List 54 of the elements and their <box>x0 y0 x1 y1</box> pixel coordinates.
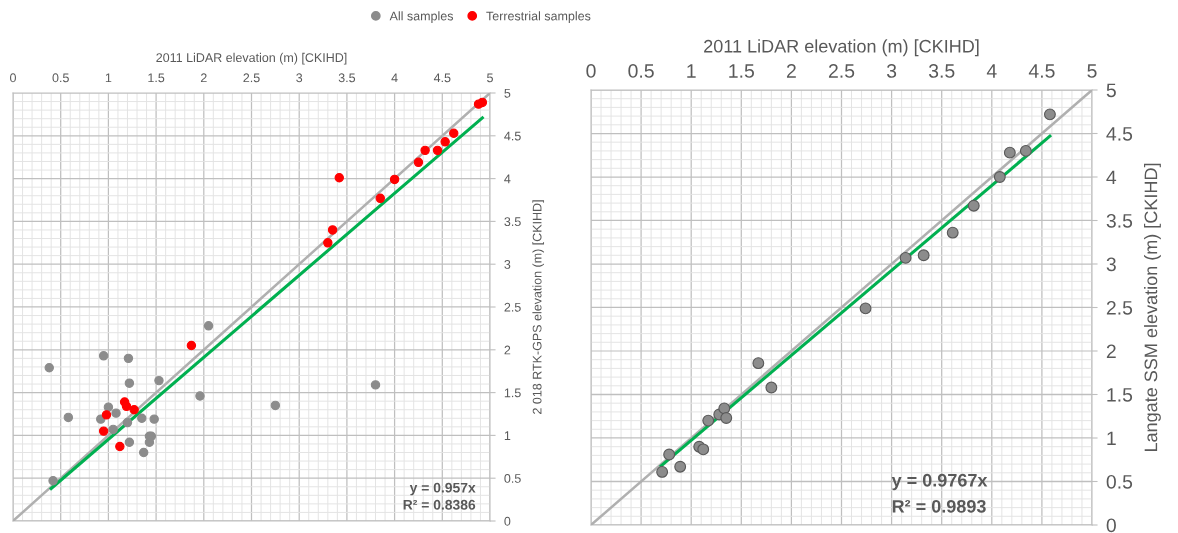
x-tick-label: 5 <box>1087 64 1097 78</box>
y-tick-label: 5 <box>504 88 511 98</box>
x-tick-label: 1 <box>105 73 112 83</box>
y-tick-label: 3.5 <box>504 217 521 227</box>
x-tick-label: 3.5 <box>928 64 955 78</box>
x-tick-label: 4 <box>986 64 997 78</box>
y-tick-label: 1 <box>504 431 511 440</box>
y-tick-label: 0.5 <box>1106 474 1133 489</box>
y-tick-label: 2 <box>504 345 511 355</box>
x-tick-label: 0 <box>10 73 16 83</box>
x-tick-label: 4.5 <box>433 73 451 83</box>
x-tick-label: 1 <box>687 64 696 78</box>
y-tick-label: 3 <box>1106 257 1116 272</box>
y-tick-label: 1 <box>1107 431 1116 446</box>
x-tick-label: 3 <box>886 64 897 78</box>
y-tick-label: 4.5 <box>504 131 521 141</box>
x-tick-label: 5 <box>487 73 493 83</box>
y-tick-label: 0 <box>1106 518 1116 533</box>
annotation: y = 0.957x <box>409 482 476 496</box>
legend-label: Terrestrial samples <box>486 11 591 23</box>
x-axis-title: 2011 LiDAR elevation (m) [CKIHD] <box>156 52 347 65</box>
annotation: R² = 0.9893 <box>892 499 986 513</box>
y-tick-label: 2 <box>1106 344 1116 359</box>
x-tick-label: 0.5 <box>628 64 654 78</box>
x-tick-label: 2.5 <box>243 73 260 83</box>
x-axis-title: 2011 LiDAR elevation (m) [CKIHD] <box>704 39 979 57</box>
x-tick-label: 4 <box>391 73 398 83</box>
y-tick-label: 1.5 <box>504 388 521 398</box>
x-tick-label: 2 <box>200 73 207 83</box>
x-tick-label: 1.5 <box>729 64 754 78</box>
y-tick-label: 3 <box>504 260 511 269</box>
y-tick-label: 2.5 <box>504 302 521 312</box>
x-tick-label: 2.5 <box>828 64 855 78</box>
annotation: R² = 0.8386 <box>403 499 476 510</box>
y-axis-title: 2 018 RTK-GPS elevation (m) [CKIHD] <box>532 200 545 414</box>
y-tick-label: 4 <box>504 174 511 184</box>
x-tick-label: 3.5 <box>338 73 356 83</box>
y-tick-label: 2.5 <box>1106 300 1133 315</box>
x-tick-label: 0 <box>586 64 596 78</box>
x-tick-label: 3 <box>296 73 303 83</box>
y-tick-label: 5 <box>1106 83 1116 98</box>
y-tick-label: 0 <box>504 516 511 526</box>
y-tick-label: 3.5 <box>1106 213 1133 228</box>
legend-label: All samples <box>389 11 454 23</box>
y-axis-title: Langate SSM elevation (m) [CKIHD] <box>1144 163 1161 452</box>
y-tick-label: 4 <box>1106 170 1117 185</box>
x-tick-label: 1.5 <box>148 73 165 83</box>
y-tick-label: 1.5 <box>1107 388 1133 402</box>
y-tick-label: 4.5 <box>1106 127 1133 141</box>
x-tick-label: 4.5 <box>1028 64 1055 78</box>
y-tick-label: 0.5 <box>504 474 521 483</box>
x-tick-label: 2 <box>786 64 796 78</box>
annotation: y = 0.9767x <box>891 473 988 491</box>
x-tick-label: 0.5 <box>52 73 69 83</box>
